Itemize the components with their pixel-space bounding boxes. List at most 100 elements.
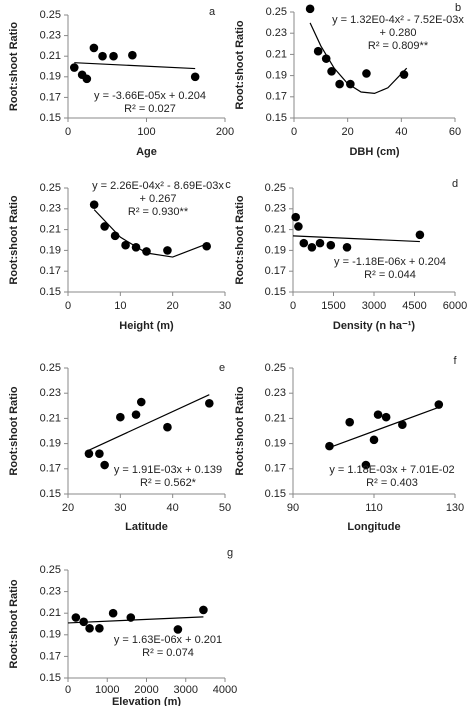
y-tick-label: 0.17: [40, 463, 61, 475]
y-axis-label: Root:shoot Ratio: [8, 579, 20, 668]
panel-label: e: [219, 362, 225, 374]
data-point: [95, 449, 104, 458]
y-axis-label: Root:shoot Ratio: [8, 22, 20, 111]
x-axis-label: Latitude: [125, 521, 168, 533]
y-tick-label: 0.25: [40, 362, 61, 374]
y-tick-label: 0.21: [40, 224, 61, 236]
panel-label: d: [452, 178, 458, 190]
data-point: [325, 441, 334, 451]
panel-label: g: [227, 547, 233, 559]
data-point: [369, 435, 379, 445]
data-point: [342, 242, 352, 252]
y-tick-label: 0.15: [40, 286, 61, 298]
y-tick-label: 0.17: [266, 91, 287, 103]
x-tick-label: 100: [137, 126, 155, 138]
y-tick-label: 0.19: [40, 629, 61, 641]
data-point: [85, 624, 94, 633]
x-tick-label: 0: [65, 684, 71, 696]
data-point: [415, 230, 425, 240]
y-tick-label: 0.23: [266, 27, 287, 39]
y-tick-label: 0.21: [40, 607, 61, 619]
data-point: [163, 246, 172, 255]
y-tick-label: 0.17: [40, 91, 61, 103]
data-point: [307, 242, 317, 252]
x-tick-label: 0: [290, 300, 296, 312]
x-axis-label: Density (n ha⁻¹): [333, 320, 416, 332]
data-point: [335, 79, 344, 89]
y-tick-label: 0.25: [40, 182, 61, 194]
y-tick-label: 0.19: [40, 71, 61, 83]
data-point: [362, 69, 371, 78]
data-point: [173, 625, 183, 634]
x-tick-label: 200: [216, 126, 234, 138]
data-point: [346, 79, 355, 89]
panel-label: f: [453, 355, 457, 367]
data-point: [131, 410, 141, 419]
x-tick-label: 4000: [213, 684, 237, 696]
data-point: [163, 422, 172, 432]
trendline: [74, 62, 196, 70]
data-point: [128, 50, 137, 60]
x-axis-label: Age: [136, 146, 157, 158]
equation: y = -1.18E-06x + 0.204: [334, 256, 446, 268]
equation: y = 1.91E-03x + 0.139: [114, 464, 222, 476]
data-point: [299, 238, 309, 248]
equation: y = 1.32E0-4x² - 7.52E-03x: [332, 14, 464, 26]
trendline: [329, 406, 440, 449]
data-point: [142, 247, 151, 256]
y-tick-label: 0.23: [40, 203, 61, 215]
data-point: [109, 51, 118, 61]
y-tick-label: 0.25: [40, 564, 61, 576]
y-tick-label: 0.25: [266, 6, 287, 18]
panel-label: c: [225, 179, 231, 191]
data-point: [398, 420, 407, 430]
data-point: [89, 200, 99, 209]
x-tick-label: 0: [291, 126, 297, 138]
data-point: [361, 460, 371, 470]
y-tick-label: 0.21: [265, 412, 286, 424]
x-tick-label: 20: [342, 126, 354, 138]
y-axis-label: Root:shoot Ratio: [8, 386, 20, 475]
y-axis-label: Root:shoot Ratio: [234, 195, 246, 284]
data-point: [84, 449, 94, 458]
data-point: [95, 624, 104, 633]
data-point: [373, 410, 383, 419]
data-point: [136, 397, 146, 407]
data-point: [199, 605, 208, 615]
data-point: [313, 46, 323, 56]
data-point: [294, 222, 303, 231]
y-tick-label: 0.15: [266, 112, 287, 124]
data-point: [202, 241, 211, 251]
x-tick-label: 0: [65, 300, 71, 312]
data-point: [291, 212, 301, 222]
x-tick-label: 6000: [443, 300, 467, 312]
x-tick-label: 10: [114, 300, 126, 312]
x-axis-label: DBH (cm): [349, 146, 399, 158]
data-point: [110, 231, 120, 241]
data-point: [108, 608, 118, 618]
x-axis-label: Elevation (m): [112, 696, 181, 706]
y-tick-label: 0.21: [266, 48, 287, 60]
data-point: [121, 240, 130, 250]
y-tick-label: 0.21: [265, 224, 286, 236]
y-tick-label: 0.15: [265, 488, 286, 500]
x-tick-label: 40: [395, 126, 407, 138]
x-tick-label: 3000: [174, 684, 198, 696]
equation: + 0.267: [139, 193, 176, 205]
y-tick-label: 0.19: [40, 244, 61, 256]
x-tick-label: 40: [167, 502, 179, 514]
x-tick-label: 30: [219, 300, 231, 312]
y-tick-label: 0.17: [40, 265, 61, 277]
data-point: [100, 222, 109, 231]
trendline: [67, 616, 204, 624]
equation: R² = 0.074: [142, 647, 194, 659]
x-tick-label: 90: [287, 502, 299, 514]
data-point: [69, 63, 79, 72]
equation: R² = 0.027: [124, 103, 176, 115]
y-tick-label: 0.19: [265, 244, 286, 256]
data-point: [399, 70, 409, 79]
x-axis-label: Longitude: [347, 521, 400, 533]
y-tick-label: 0.15: [40, 488, 61, 500]
equation: y = 1.63E-06x + 0.201: [114, 634, 222, 646]
